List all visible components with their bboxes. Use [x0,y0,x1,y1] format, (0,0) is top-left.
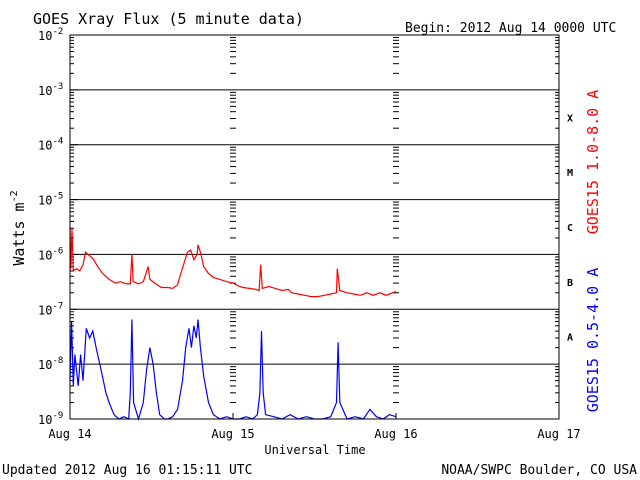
y-tick-exponent: -3 [52,82,63,92]
legend-series-blue: GOES15 0.5-4.0 A [584,268,602,413]
y-tick-base: 10 [38,194,52,208]
y-tick-exponent: -8 [52,356,63,366]
x-axis-label: Universal Time [264,443,365,457]
y-axis-label-exponent: -2 [9,190,20,202]
y-axis-ticks: 10-210-310-410-510-610-710-810-9 [38,27,78,427]
y-tick-exponent: -4 [52,137,63,147]
flux-series [69,226,397,422]
y-tick-base: 10 [38,29,52,43]
x-tick-label: Aug 14 [48,427,91,441]
y-tick-base: 10 [38,248,52,262]
footer-updated: Updated 2012 Aug 16 01:15:11 UTC [2,463,252,478]
y-tick-exponent: -6 [52,246,63,256]
y-tick-base: 10 [38,84,52,98]
flare-class-labels: X M C B A [567,113,573,343]
footer-credit: NOAA/SWPC Boulder, CO USA [441,463,637,478]
y-tick-label: 10-7 [38,301,63,317]
flare-class-m: M [567,168,573,179]
plot-frame [69,34,560,420]
y-axis-label: Watts m-2 [9,190,28,265]
x-tick-label: Aug 16 [374,427,417,441]
y-tick-label: 10-5 [38,192,63,208]
x-axis-ticks: Aug 14 Aug 15 Aug 16 Aug 17 [48,413,581,441]
y-tick-base: 10 [38,358,52,372]
y-tick-exponent: -9 [52,411,63,421]
y-tick-label: 10-3 [38,82,63,98]
y-tick-label: 10-9 [38,411,63,427]
flare-class-c: C [567,223,573,234]
legend-series-red: GOES15 1.0-8.0 A [584,90,602,235]
series-line-long [69,226,397,298]
flare-class-b: B [567,278,573,289]
y-tick-exponent: -2 [52,27,63,37]
chart-title: GOES Xray Flux (5 minute data) [33,10,304,28]
y-tick-label: 10-2 [38,27,63,43]
x-tick-label: Aug 15 [211,427,254,441]
begin-label: Begin: 2012 Aug 14 0000 UTC [405,21,616,36]
y-tick-base: 10 [38,303,52,317]
y-tick-exponent: -7 [52,301,63,311]
y-tick-base: 10 [38,413,52,427]
y-tick-label: 10-4 [38,137,63,153]
flare-class-a: A [567,333,573,344]
y-axis-label-text: Watts m [10,202,28,265]
y-tick-label: 10-8 [38,356,63,372]
flare-class-x: X [567,113,573,124]
y-tick-label: 10-6 [38,246,63,262]
minor-tick-marks [70,37,559,403]
y-tick-base: 10 [38,139,52,153]
horizontal-grid [70,89,559,365]
y-tick-exponent: -5 [52,192,63,202]
x-tick-label: Aug 17 [537,427,580,441]
